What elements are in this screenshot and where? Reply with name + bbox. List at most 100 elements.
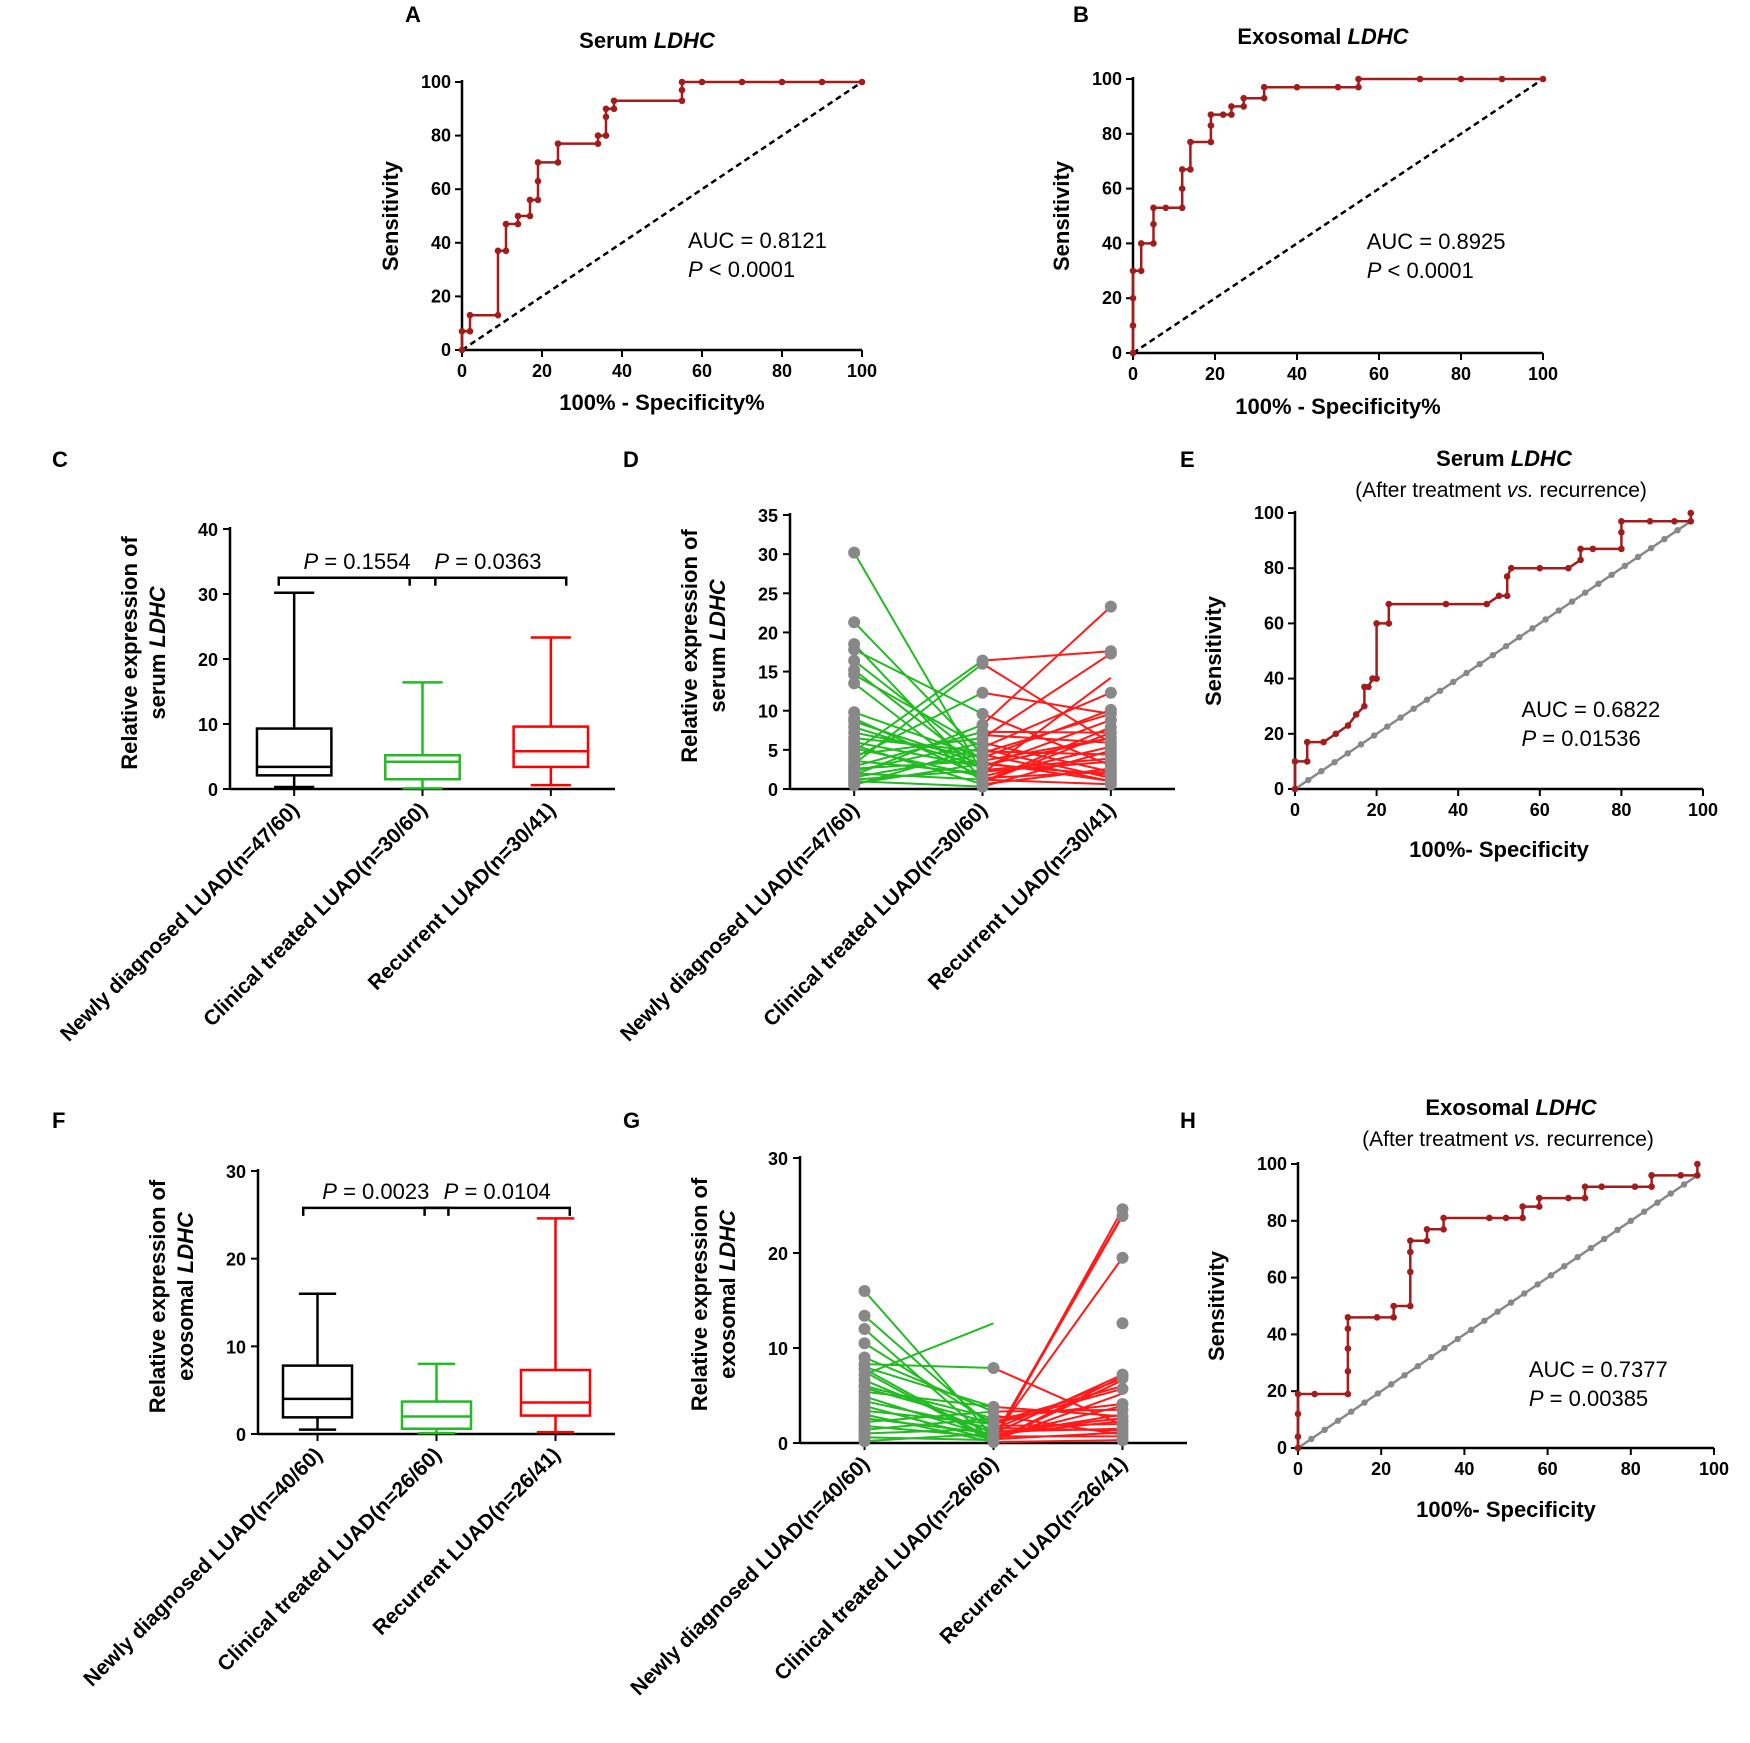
roc-point-E: [1687, 517, 1695, 525]
roc-point-A: [602, 113, 610, 121]
bracket-p-value-F-part-1: = 0.0104: [458, 1179, 550, 1204]
roc-point-A: [594, 140, 602, 147]
paired-line-red-D: [982, 712, 1112, 754]
chart-title-H-part-0: Exosomal: [1425, 1095, 1535, 1120]
roc-point-B: [1178, 166, 1186, 173]
x-tick-label-B: 20: [1205, 364, 1225, 384]
paired-line-green-D: [853, 723, 983, 776]
roc-point-B: [1137, 267, 1145, 275]
roc-point-A: [466, 327, 474, 335]
box-C: [512, 725, 590, 769]
paired-line-green-G: [864, 1366, 994, 1408]
data-point-D: [848, 779, 861, 792]
roc-point-H: [1502, 1214, 1510, 1222]
y-axis-label-line1-C: Relative expression of: [117, 536, 142, 770]
roc-point-H: [1440, 1214, 1447, 1222]
roc-point-H: [1565, 1194, 1572, 1202]
roc-point-A: [502, 247, 510, 255]
data-point-D: [1104, 600, 1117, 613]
reference-point-H: [1574, 1253, 1581, 1261]
roc-point-E: [1344, 722, 1352, 729]
roc-point-B: [1129, 349, 1137, 357]
x-tick-label-H: 80: [1621, 1459, 1641, 1479]
paired-line-red-D: [982, 737, 1112, 767]
chart-subtitle-H-part-2: recurrence): [1541, 1128, 1654, 1151]
roc-point-B: [1187, 166, 1194, 173]
paired-line-red-G: [993, 1426, 1123, 1432]
roc-point-H: [1407, 1268, 1414, 1276]
roc-point-B: [1228, 111, 1235, 118]
roc-curve-E: [1293, 513, 1693, 789]
reference-point-E: [1634, 553, 1642, 561]
y-tick-label-D: 15: [758, 663, 778, 683]
roc-point-B: [1187, 138, 1194, 146]
roc-point-E: [1577, 556, 1584, 564]
roc-point-H: [1423, 1226, 1431, 1233]
reference-point-H: [1561, 1263, 1568, 1270]
roc-point-H: [1677, 1172, 1685, 1179]
reference-point-E: [1357, 741, 1365, 748]
reference-point-H: [1414, 1363, 1422, 1370]
y-tick-label-A: 0: [441, 340, 451, 360]
reference-point-E: [1516, 634, 1523, 641]
roc-point-B: [1240, 103, 1247, 110]
panel-label-D: D: [623, 447, 639, 472]
reference-point-E: [1476, 660, 1483, 668]
paired-line-green-D: [853, 662, 984, 765]
y-axis-label-line1-F: Relative expression of: [145, 1179, 170, 1413]
reference-point-E: [1410, 705, 1417, 712]
y-tick-label-B: 40: [1102, 233, 1122, 253]
x-axis-label-B: 100% - Specificity%: [1235, 394, 1440, 419]
x-tick-label-H: 40: [1454, 1459, 1474, 1479]
paired-line-green-G: [864, 1432, 994, 1443]
roc-point-A: [494, 247, 502, 255]
reference-point-E: [1621, 562, 1629, 570]
roc-point-E: [1507, 564, 1515, 572]
paired-line-red-D: [982, 719, 1112, 769]
panel-label-H: H: [1180, 1108, 1196, 1133]
paired-line-red-G: [993, 1439, 1123, 1444]
y-tick-label-E: 0: [1274, 779, 1284, 799]
y-tick-label-F: 20: [226, 1250, 246, 1270]
x-axis-label-H: 100%- Specificity: [1416, 1497, 1597, 1522]
x-tick-label-A: 40: [612, 361, 632, 381]
roc-point-H: [1344, 1314, 1352, 1321]
roc-point-E: [1332, 730, 1340, 738]
data-point-D: [976, 657, 989, 670]
roc-point-A: [534, 196, 542, 204]
roc-point-B: [1150, 240, 1157, 247]
roc-point-E: [1352, 711, 1360, 718]
data-point-D: [848, 616, 861, 629]
roc-point-H: [1440, 1226, 1447, 1233]
p-value-annotation-E: P = 0.01536: [1521, 726, 1640, 751]
reference-point-H: [1614, 1226, 1621, 1234]
roc-point-H: [1390, 1314, 1397, 1321]
auc-annotation-B: AUC = 0.8925: [1367, 229, 1506, 254]
x-tick-label-B: 60: [1369, 364, 1389, 384]
roc-point-E: [1291, 785, 1299, 793]
reference-point-H: [1547, 1272, 1555, 1279]
paired-line-green-G: [864, 1363, 994, 1369]
roc-point-H: [1535, 1194, 1543, 1202]
paired-line-green-G: [864, 1436, 994, 1442]
roc-point-B: [1416, 75, 1424, 83]
y-axis-label-B: Sensitivity: [1049, 160, 1074, 271]
roc-point-B: [1539, 75, 1547, 83]
x-tick-label-H: 100: [1699, 1459, 1729, 1479]
roc-point-B: [1207, 138, 1215, 146]
roc-point-H: [1486, 1214, 1493, 1222]
p-value-annotation-H: P = 0.00385: [1529, 1386, 1648, 1411]
reference-point-H: [1308, 1435, 1315, 1443]
category-label-C: Newly diagnosed LUAD(n=47/60): [56, 798, 304, 1046]
roc-point-A: [602, 105, 610, 113]
auc-annotation-H: AUC = 0.7377: [1529, 1357, 1668, 1382]
paired-line-red-D: [981, 605, 1112, 726]
reference-point-E: [1344, 750, 1351, 757]
roc-point-B: [1178, 185, 1186, 192]
reference-point-E: [1568, 598, 1576, 605]
roc-point-B: [1293, 83, 1301, 91]
roc-point-E: [1618, 517, 1625, 525]
x-tick-label-A: 0: [457, 361, 467, 381]
significance-bracket-F: [423, 1206, 572, 1216]
roc-point-H: [1631, 1183, 1639, 1191]
